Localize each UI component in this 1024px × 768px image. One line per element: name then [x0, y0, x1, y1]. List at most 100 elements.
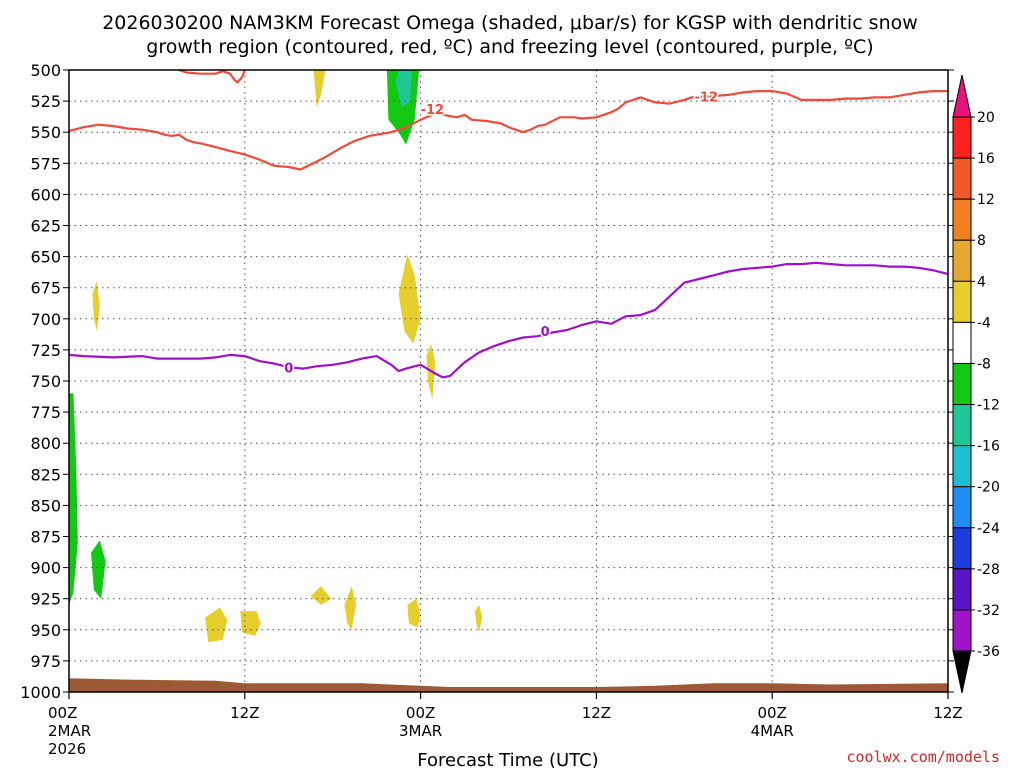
contour-line-3: [68, 261, 949, 379]
omega-region-10: [386, 70, 420, 145]
x-tick-date-24: 3MAR: [399, 722, 442, 740]
omega-region-2: [69, 393, 78, 605]
grid-lines: [69, 69, 948, 693]
y-tick-label-650: 650: [30, 248, 61, 267]
colorbar-label--16: -16: [977, 439, 1000, 455]
x-tick-date-48: 4MAR: [751, 722, 794, 740]
omega-region-6: [196, 88, 209, 294]
y-tick-label-800: 800: [30, 434, 61, 453]
x-tick-label-36: 12Z: [582, 704, 611, 722]
colorbar-swatch--28: [952, 568, 972, 611]
contour-label-1-2: -12: [695, 91, 719, 106]
y-tick-label-950: 950: [30, 621, 61, 640]
colorbar-swatch--32: [952, 609, 972, 652]
contour-line-1: [68, 90, 948, 171]
y-tick-label-600: 600: [30, 185, 61, 204]
colorbar-label--32: -32: [977, 603, 1000, 619]
colorbar-label-20: 20: [977, 110, 995, 126]
contour-line-2: [178, 68, 246, 84]
omega-region-4: [91, 540, 106, 599]
x-tick-year-0: 2026: [48, 740, 86, 758]
colorbar-swatch-12: [952, 198, 972, 241]
x-tick-date-0: 2MAR: [48, 722, 91, 740]
colorbar-swatch-20: [952, 116, 972, 159]
colorbar-label--20: -20: [977, 480, 1000, 496]
colorbar-swatch--20: [952, 486, 972, 529]
omega-region-18: [398, 254, 421, 344]
omega-region-14: [518, 213, 525, 269]
y-tick-label-1000: 1000: [20, 683, 61, 702]
y-tick-label-500: 500: [30, 61, 61, 80]
y-tick-label-825: 825: [30, 465, 61, 484]
y-tick-label-925: 925: [30, 590, 61, 609]
colorbar-swatch--8: [952, 362, 972, 406]
colorbar-swatch-16: [952, 157, 972, 200]
chart-title-line1: 2026030200 NAM3KM Forecast Omega (shaded…: [102, 12, 918, 34]
colorbar-label-12: 12: [977, 192, 995, 208]
colorbar-label-8: 8: [977, 233, 986, 249]
omega-region-21: [344, 586, 357, 630]
x-tick-label-60: 12Z: [933, 704, 962, 722]
omega-region-5: [137, 555, 149, 612]
colorbar-label--8: -8: [977, 356, 991, 372]
x-tick-label-0: 00Z: [48, 704, 77, 722]
omega-region-17: [92, 281, 100, 332]
colorbar-label--36: -36: [977, 644, 1000, 660]
omega-region-11: [395, 70, 412, 108]
omega-region-7: [238, 231, 260, 431]
colorbar-label--28: -28: [977, 562, 1000, 578]
y-tick-label-850: 850: [30, 496, 61, 515]
ground-band: [69, 678, 948, 692]
y-tick-label-775: 775: [30, 403, 61, 422]
y-tick-label-750: 750: [30, 372, 61, 391]
omega-region-8: [328, 405, 336, 506]
omega-region-25: [240, 611, 261, 636]
omega-region-9: [369, 70, 433, 269]
y-tick-label-700: 700: [30, 310, 61, 329]
colorbar-label--24: -24: [977, 521, 1000, 537]
colorbar-swatch-8: [952, 239, 972, 282]
y-tick-label-875: 875: [30, 528, 61, 547]
omega-region-22: [407, 598, 421, 628]
contour-label-1-1: -12: [421, 103, 445, 118]
colorbar-swatch--24: [952, 527, 972, 570]
x-tick-label-48: 00Z: [758, 704, 787, 722]
colorbar-swatch--16: [952, 445, 972, 488]
colorbar-swatch-4: [952, 280, 972, 323]
y-tick-label-975: 975: [30, 652, 61, 671]
colorbar-label--4: -4: [977, 315, 991, 331]
colorbar: 20 16 12 8 4 -4 -8 -12 -16 -20 -24 -28 -32 -36: [952, 74, 1000, 694]
omega-shading: [69, 70, 592, 643]
colorbar-label-16: 16: [977, 151, 995, 167]
omega-region-12: [430, 318, 456, 556]
credit-text: coolwx.com/models: [846, 748, 1000, 766]
y-tick-label-525: 525: [30, 92, 61, 111]
colorbar-swatch--12: [952, 404, 972, 447]
x-tick-label-12: 12Z: [230, 704, 259, 722]
omega-region-13: [489, 378, 507, 469]
y-tick-label-550: 550: [30, 123, 61, 142]
y-tick-label-575: 575: [30, 154, 61, 173]
chart-title-line2: growth region (contoured, red, ºC) and f…: [146, 36, 873, 58]
contour-lines: -12 -12 0 0: [68, 68, 949, 379]
colorbar-label--12: -12: [977, 398, 1000, 414]
y-tick-label-675: 675: [30, 279, 61, 298]
y-tick-label-900: 900: [30, 559, 61, 578]
y-axis-ticks: 500 525 550 575 600 625 650 675 700 725 750 775 800 8…: [20, 61, 954, 702]
contour-label-3-1: 0: [284, 361, 293, 376]
y-tick-label-725: 725: [30, 341, 61, 360]
colorbar-swatch--4: [952, 321, 972, 364]
colorbar-bottom-arrow: [952, 650, 972, 694]
y-tick-label-625: 625: [30, 217, 61, 236]
contour-label-3-2: 0: [541, 325, 550, 340]
x-tick-label-24: 00Z: [406, 704, 435, 722]
colorbar-label-4: 4: [977, 274, 986, 290]
omega-region-24: [205, 607, 228, 643]
colorbar-top-arrow: [952, 74, 972, 118]
omega-region-16: [313, 70, 326, 108]
omega-region-23: [474, 604, 483, 633]
omega-region-15: [577, 437, 592, 543]
x-axis-title: Forecast Time (UTC): [417, 750, 598, 768]
